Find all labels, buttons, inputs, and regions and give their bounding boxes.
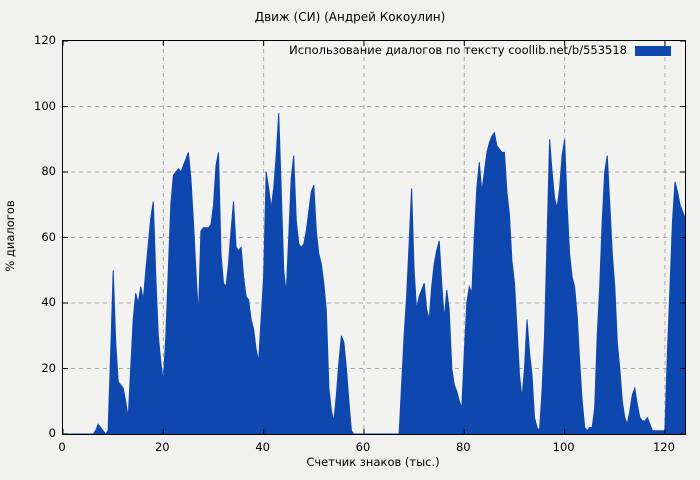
y-tick-label: 0 <box>48 426 56 440</box>
chart-title: Движ (СИ) (Андрей Кокоулин) <box>254 10 446 24</box>
x-tick-label: 0 <box>58 440 66 454</box>
x-tick-label: 40 <box>255 440 270 454</box>
x-tick-label: 100 <box>552 440 575 454</box>
legend-label: Использование диалогов по тексту coollib… <box>289 43 627 57</box>
y-tick-label: 40 <box>41 295 56 309</box>
area-chart <box>63 41 685 434</box>
y-axis-label: % диалогов <box>3 200 17 272</box>
x-tick-label: 80 <box>455 440 471 454</box>
legend: Использование диалогов по тексту coollib… <box>289 43 671 58</box>
y-tick-label: 60 <box>41 229 56 244</box>
legend-swatch <box>635 45 671 56</box>
dialog-usage-area-series <box>63 113 685 434</box>
x-tick-label: 60 <box>355 440 371 454</box>
x-tick-label: 120 <box>652 440 675 454</box>
y-tick-label: 80 <box>41 164 56 178</box>
y-tick-label: 20 <box>41 360 56 375</box>
y-tick-label: 120 <box>34 33 56 47</box>
x-tick-label: 20 <box>154 440 170 454</box>
plot-area: Использование диалогов по тексту coollib… <box>62 40 686 435</box>
x-axis-label: Счетчик знаков (тыс.) <box>306 455 440 469</box>
y-tick-label: 100 <box>34 98 56 113</box>
